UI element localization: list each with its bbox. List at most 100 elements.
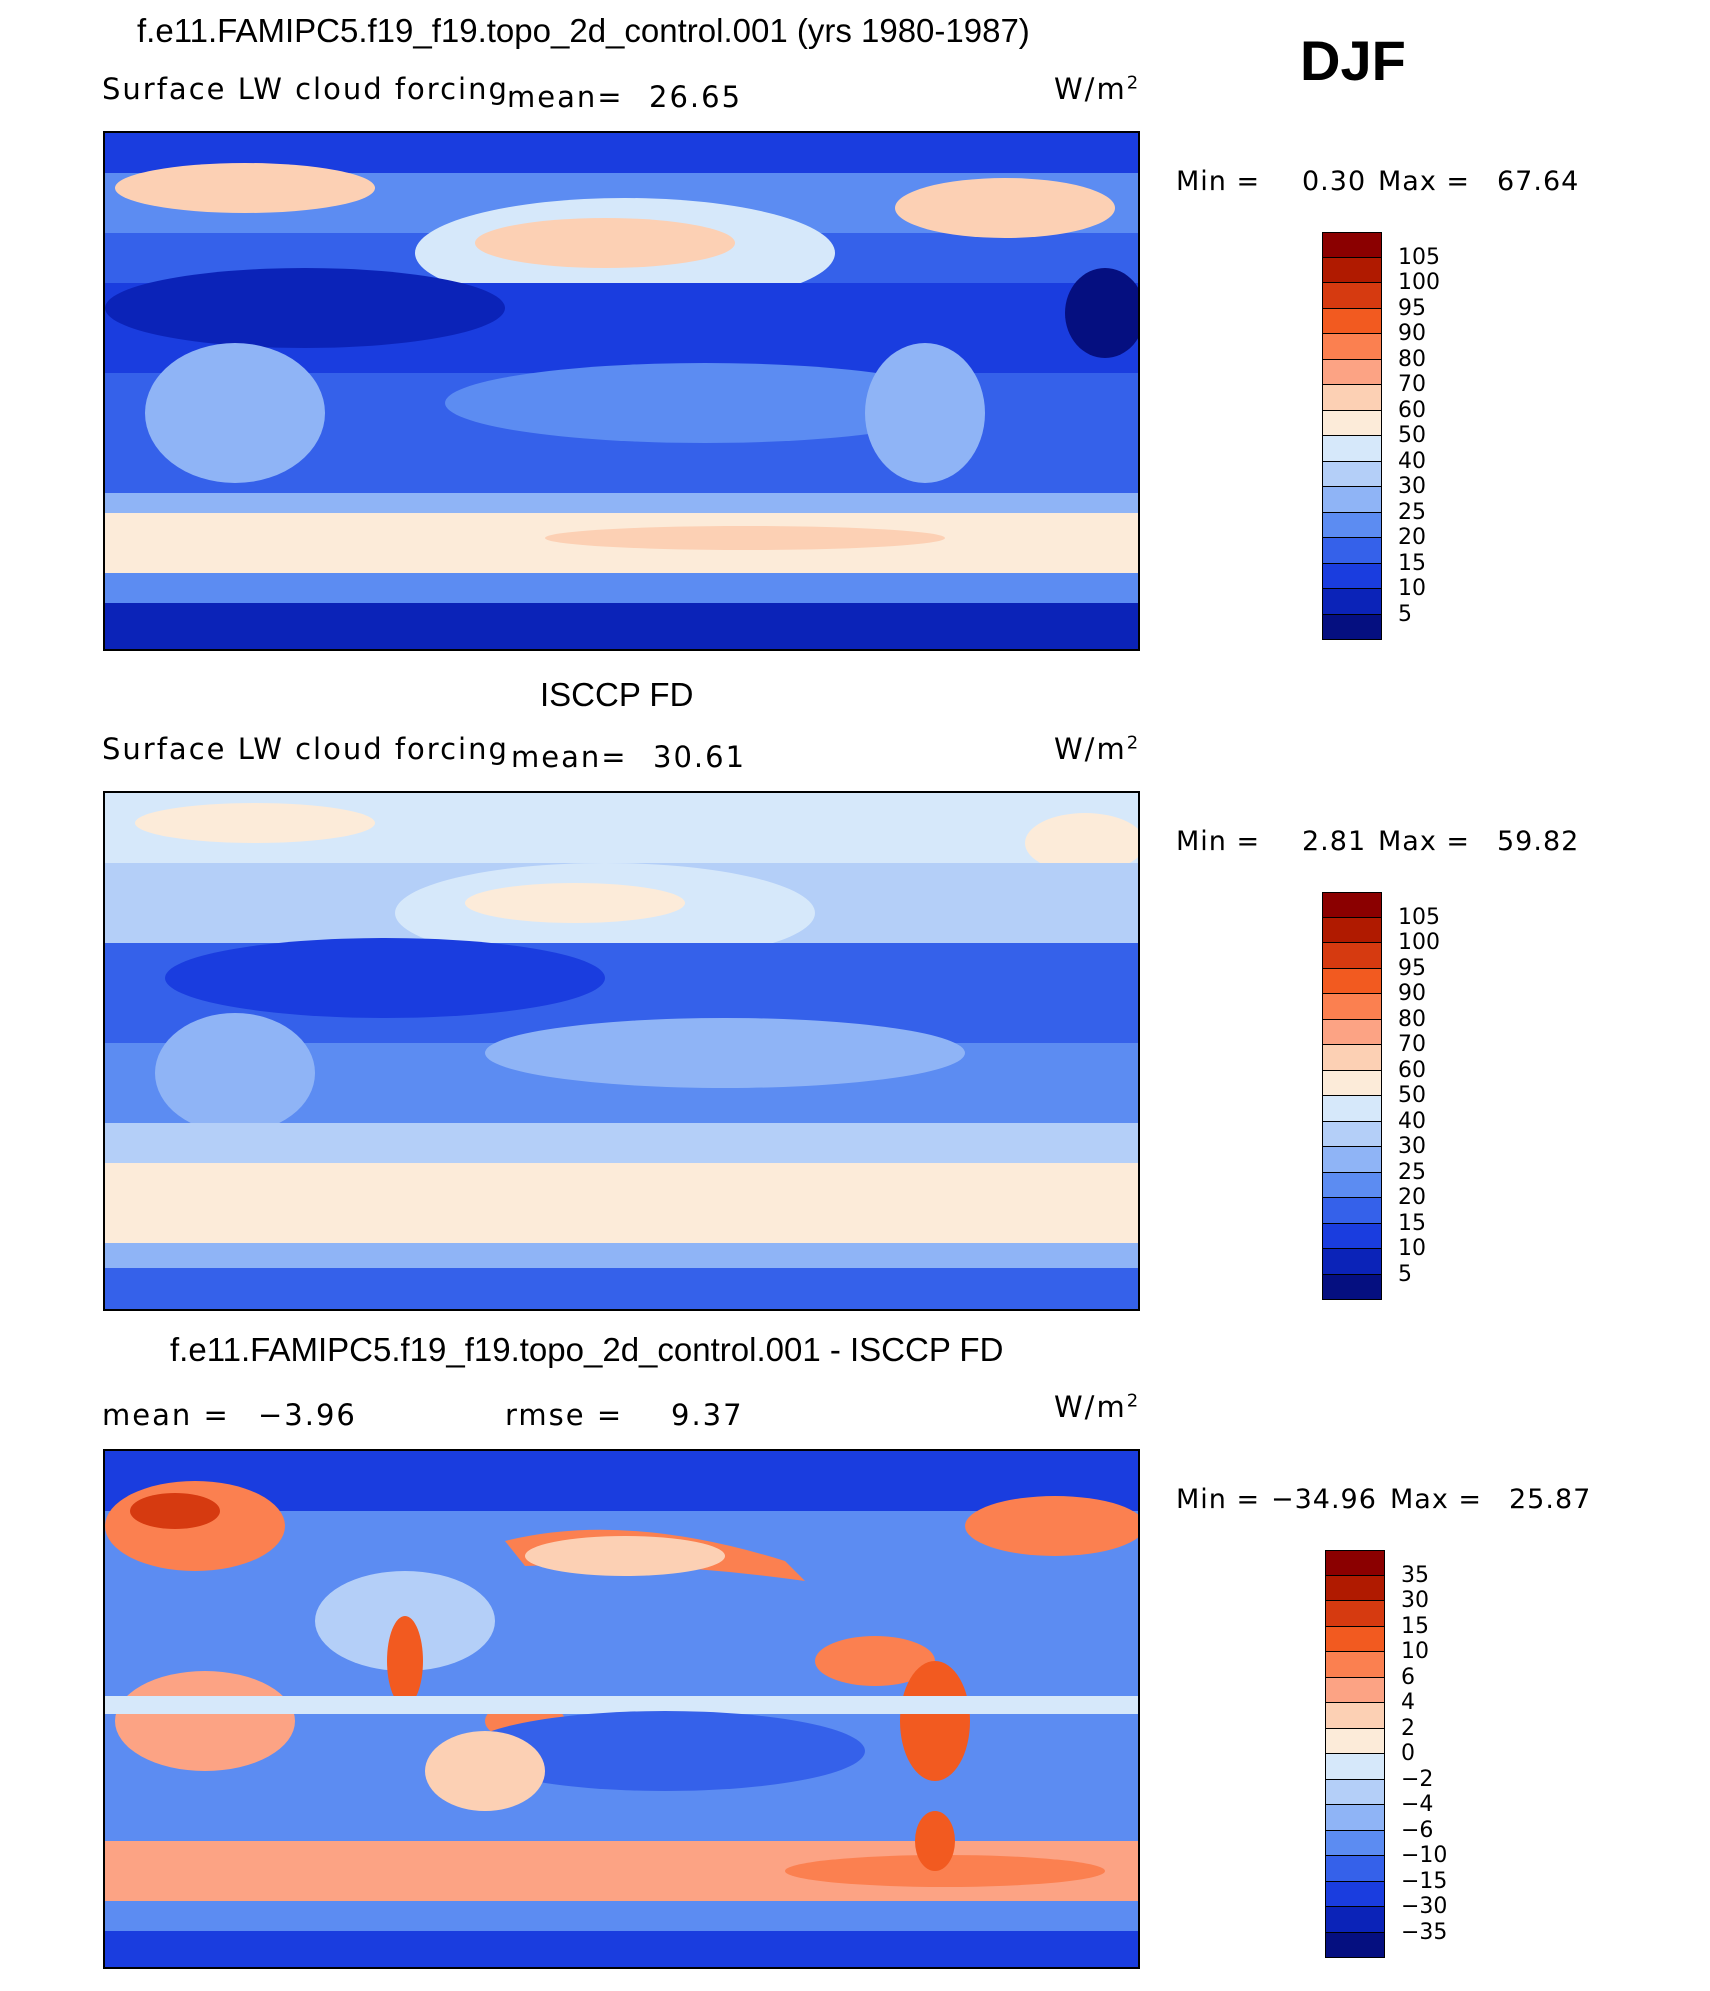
panel1-title: f.e11.FAMIPC5.f19_f19.topo_2d_control.00… [137, 12, 1030, 49]
colorbar-swatch [1322, 1019, 1382, 1045]
colorbar-swatch [1322, 436, 1382, 462]
colorbar-swatch [1325, 1856, 1385, 1882]
panel1-min-value: 0.30 [1302, 166, 1367, 197]
season-label: DJF [1300, 29, 1406, 92]
colorbar-swatch [1322, 538, 1382, 564]
colorbar-tick-label: 10 [1398, 576, 1426, 601]
colorbar-swatch [1325, 1779, 1385, 1805]
panel2-min-label: Min = [1176, 826, 1261, 857]
colorbar-tick-label: 35 [1401, 1562, 1429, 1588]
panel3-mean-label: mean = [102, 1398, 230, 1432]
colorbar-swatch [1322, 487, 1382, 513]
panel3-title: f.e11.FAMIPC5.f19_f19.topo_2d_control.00… [170, 1331, 1004, 1368]
colorbar-swatch [1325, 1728, 1385, 1754]
panel1-max-label: Max = [1378, 166, 1471, 197]
colorbar-swatch [1322, 461, 1382, 487]
colorbar-swatch [1322, 563, 1382, 589]
colorbar-tick-label: 10 [1398, 1236, 1426, 1261]
panel2-map [103, 791, 1140, 1311]
colorbar-tick-label: 95 [1398, 295, 1426, 321]
colorbar-tick-label: −10 [1401, 1843, 1448, 1868]
colorbar-swatch [1322, 1249, 1382, 1275]
panel1-variable: Surface LW cloud forcing [102, 72, 509, 106]
colorbar-tick-label: 50 [1398, 1083, 1426, 1108]
colorbar-tick-label: −2 [1401, 1766, 1434, 1792]
colorbar-tick-label: 4 [1401, 1690, 1415, 1715]
colorbar-swatch [1322, 943, 1382, 969]
colorbar-tick-label: −4 [1401, 1792, 1434, 1817]
panel1-mean-value: 26.65 [649, 80, 743, 114]
colorbar-tick-label: 70 [1398, 1032, 1426, 1057]
colorbar-tick-label: 25 [1398, 1159, 1426, 1185]
colorbar-swatch [1322, 1223, 1382, 1249]
colorbar-tick-label: 20 [1398, 525, 1426, 550]
colorbar-tick-label: 100 [1398, 270, 1440, 295]
colorbar-tick-label: −15 [1401, 1868, 1448, 1894]
colorbar-tick-label: −30 [1401, 1894, 1448, 1919]
panel2-title: ISCCP FD [540, 676, 694, 713]
colorbar-tick-label: 5 [1398, 1261, 1412, 1287]
colorbar-tick-label: 5 [1398, 601, 1412, 627]
colorbar-swatch [1322, 994, 1382, 1020]
panel1-units: W/m2 [1054, 72, 1141, 106]
colorbar-swatch [1322, 589, 1382, 615]
colorbar-swatch [1322, 512, 1382, 538]
colorbar-tick-label: 70 [1398, 372, 1426, 397]
colorbar-swatch [1322, 1121, 1382, 1147]
colorbar-swatch [1322, 1096, 1382, 1122]
panel3-map [103, 1449, 1140, 1969]
panel3-max-label: Max = [1390, 1484, 1483, 1515]
colorbar-frame [1322, 892, 1382, 1300]
colorbar-tick-label: 15 [1401, 1613, 1429, 1639]
colorbar-swatch [1322, 892, 1382, 918]
colorbar-tick-label: 30 [1398, 1134, 1426, 1159]
colorbar-tick-label: 40 [1398, 1108, 1426, 1134]
colorbar-tick-label: 50 [1398, 423, 1426, 448]
colorbar-tick-label: 105 [1398, 904, 1440, 930]
colorbar-swatch [1322, 334, 1382, 360]
colorbar-swatch [1322, 283, 1382, 309]
colorbar-tick-label: 0 [1401, 1741, 1415, 1766]
colorbar-tick-label: 95 [1398, 955, 1426, 981]
panel3-min-value: −34.96 [1271, 1484, 1377, 1515]
colorbar-swatch [1322, 1147, 1382, 1173]
panel1-map [103, 131, 1140, 651]
panel3-rmse-value: 9.37 [671, 1398, 744, 1432]
colorbar-swatch [1322, 410, 1382, 436]
colorbar-swatch [1325, 1830, 1385, 1856]
colorbar-tick-label: 90 [1398, 981, 1426, 1006]
colorbar-tick-label: 6 [1401, 1664, 1415, 1690]
colorbar-swatch [1322, 1070, 1382, 1096]
colorbar-tick-label: 15 [1398, 550, 1426, 576]
colorbar-tick-label: 60 [1398, 1057, 1426, 1083]
colorbar-tick-label: 40 [1398, 448, 1426, 474]
panel1-mean-label: mean= [507, 80, 624, 114]
panel2-max-value: 59.82 [1497, 826, 1580, 857]
colorbar-swatch [1325, 1677, 1385, 1703]
colorbar-tick-label: 10 [1401, 1639, 1429, 1664]
colorbar-tick-label: 80 [1398, 1006, 1426, 1032]
colorbar-swatch [1322, 1045, 1382, 1071]
colorbar-swatch [1322, 917, 1382, 943]
colorbar-swatch [1322, 1172, 1382, 1198]
colorbar-swatch [1325, 1652, 1385, 1678]
colorbar-tick-label: 105 [1398, 244, 1440, 270]
panel2-max-label: Max = [1378, 826, 1471, 857]
colorbar-tick-label: 15 [1398, 1210, 1426, 1236]
panel3-min-label: Min = [1176, 1484, 1261, 1515]
colorbar-swatch [1325, 1881, 1385, 1907]
panel1-max-value: 67.64 [1497, 166, 1580, 197]
colorbar-tick-label: 30 [1401, 1588, 1429, 1613]
colorbar-swatch [1322, 257, 1382, 283]
colorbar-frame [1322, 232, 1382, 640]
colorbar-swatch [1325, 1907, 1385, 1933]
panel3-rmse-label: rmse = [505, 1398, 624, 1432]
colorbar-swatch [1322, 359, 1382, 385]
colorbar-swatch [1322, 1198, 1382, 1224]
colorbar-frame [1325, 1550, 1385, 1958]
colorbar-tick-label: −6 [1401, 1817, 1434, 1843]
panel3-units: W/m2 [1054, 1390, 1141, 1424]
panel2-min-value: 2.81 [1302, 826, 1367, 857]
colorbar-swatch [1322, 385, 1382, 411]
colorbar-tick-label: 90 [1398, 321, 1426, 346]
